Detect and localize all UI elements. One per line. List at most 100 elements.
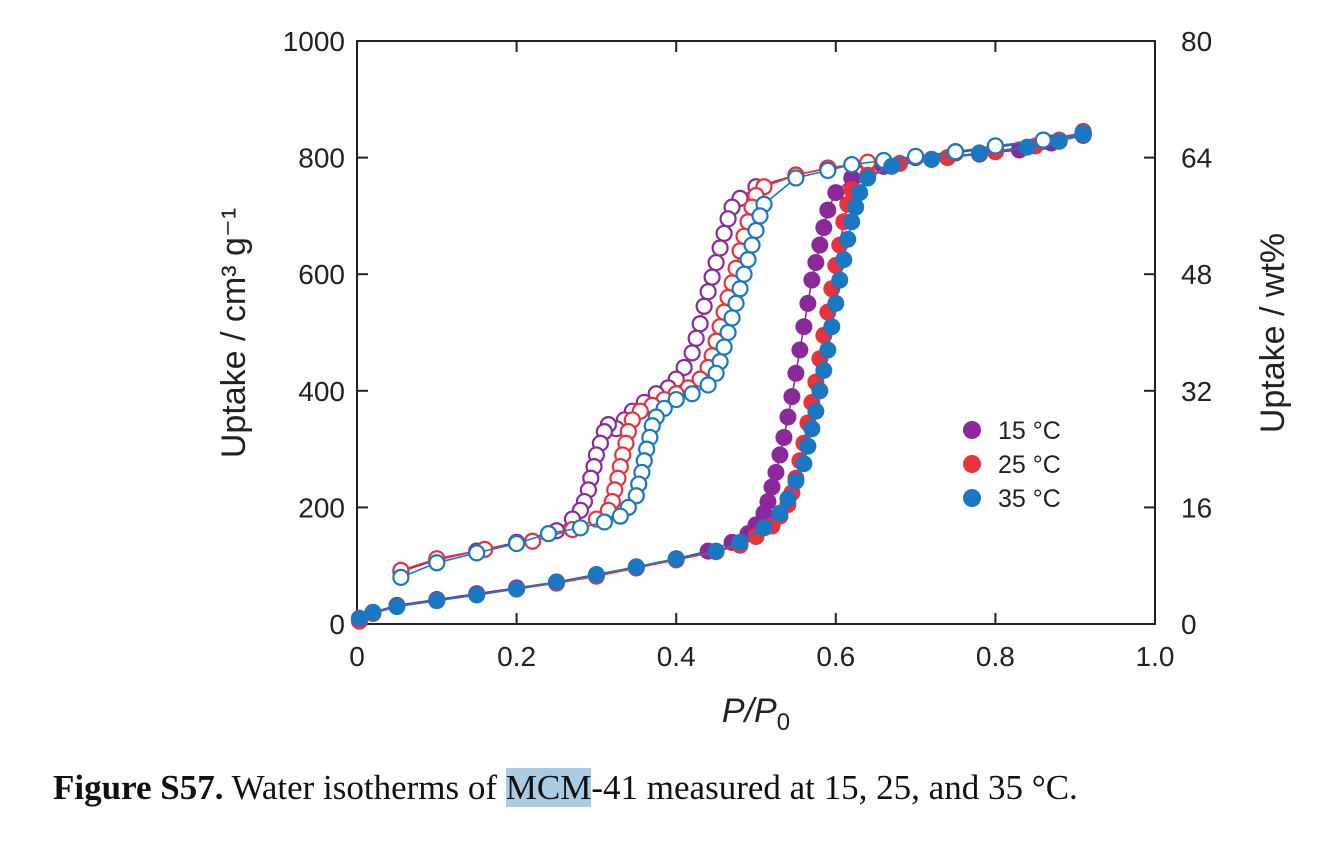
desorption-point — [747, 221, 765, 240]
x-tick-label: 0.8 — [976, 641, 1015, 672]
x-tick-label: 1.0 — [1136, 641, 1175, 672]
adsorption-point — [791, 341, 809, 359]
y-tick-label: 400 — [298, 376, 345, 407]
desorption-point — [843, 155, 861, 174]
adsorption-point — [827, 184, 845, 202]
y2-axis-title: Uptake / wt% — [1254, 233, 1292, 433]
desorption-point — [428, 554, 446, 572]
desorption-point — [571, 519, 590, 537]
caption-highlight: MCM — [505, 768, 592, 807]
legend: 15 °C 25 °C 35 °C — [963, 417, 1061, 513]
legend-label-35c: 35 °C — [998, 485, 1061, 513]
desorption-point — [735, 265, 753, 283]
y-tick-label: 200 — [298, 492, 345, 523]
desorption-point — [699, 376, 717, 394]
desorption-point — [468, 544, 486, 562]
adsorption-point — [771, 446, 789, 464]
desorption-point — [683, 385, 701, 403]
adsorption-point — [835, 251, 853, 269]
desorption-point — [715, 338, 733, 356]
adsorption-point — [755, 519, 773, 537]
adsorption-point — [468, 586, 486, 604]
y-tick-label: 600 — [298, 259, 345, 290]
adsorption-point — [627, 558, 645, 576]
y2-tick-label: 64 — [1181, 143, 1212, 174]
series-2 — [350, 124, 1092, 627]
adsorption-point — [807, 402, 825, 420]
adsorption-point — [771, 504, 789, 522]
desorption-point — [946, 143, 965, 161]
desorption-point — [739, 251, 757, 269]
adsorption-point — [775, 428, 793, 446]
desorption-point — [707, 253, 725, 272]
tick-labels: 0 0.2 0.4 0.6 0.8 1.0020040060080010000163248… — [283, 26, 1212, 672]
adsorption-point — [827, 294, 845, 312]
x-tick-label: 0.2 — [497, 641, 536, 672]
adsorption-point — [767, 463, 785, 481]
desorption-point — [687, 329, 705, 347]
adsorption-point — [923, 150, 941, 168]
adsorption-point — [587, 565, 605, 583]
legend-label-15c: 15 °C — [998, 417, 1061, 445]
desorption-point — [627, 487, 645, 505]
y-tick-label: 1000 — [283, 26, 345, 57]
adsorption-point — [779, 408, 797, 426]
desorption-point — [731, 280, 749, 298]
desorption-point — [703, 268, 721, 286]
desorption-point — [906, 147, 925, 166]
y2-tick-label: 16 — [1181, 492, 1212, 523]
adsorption-point — [667, 550, 685, 568]
x-axis-title: P/P0 — [722, 692, 790, 736]
adsorption-point — [783, 388, 801, 406]
legend-marker-15c — [963, 421, 981, 439]
adsorption-point — [883, 157, 901, 175]
adsorption-point — [795, 455, 813, 473]
adsorption-point — [823, 318, 841, 336]
desorption-point — [986, 137, 1005, 155]
legend-marker-25c — [963, 455, 981, 473]
adsorption-point — [799, 437, 817, 455]
desorption-point — [683, 344, 701, 362]
desorption-point — [727, 294, 745, 312]
y-tick-label: 0 — [329, 609, 345, 640]
desorption-point — [787, 169, 805, 187]
adsorption-point — [787, 472, 805, 490]
adsorption-point — [799, 294, 817, 312]
desorption-point — [691, 315, 709, 333]
legend-label-25c: 25 °C — [998, 451, 1061, 479]
adsorption-point — [815, 361, 833, 379]
desorption-point — [539, 525, 558, 543]
isotherm-chart: 0 0.2 0.4 0.6 0.8 1.0020040060080010000163248… — [215, 26, 1292, 736]
adsorption-point — [843, 169, 861, 187]
legend-marker-35c — [963, 489, 981, 507]
caption-text-before: Water isotherms of — [223, 768, 506, 807]
caption-label: Figure S57. — [53, 768, 224, 807]
adsorption-point — [388, 598, 406, 616]
adsorption-point — [811, 382, 829, 400]
adsorption-point — [831, 271, 849, 289]
adsorption-point — [787, 364, 805, 382]
adsorption-point — [508, 580, 526, 598]
y2-tick-label: 0 — [1181, 609, 1197, 640]
desorption-point — [715, 224, 733, 242]
y-axis-title: Uptake / cm³ g⁻¹ — [215, 208, 253, 458]
desorption-point — [611, 507, 629, 525]
adsorption-point — [795, 318, 813, 336]
series-layer — [350, 122, 1092, 630]
desorption-point — [595, 513, 613, 531]
adsorption-point — [1074, 125, 1092, 143]
desorption-point — [707, 364, 725, 382]
desorption-point — [723, 309, 741, 327]
desorption-point — [699, 283, 717, 301]
adsorption-point — [811, 236, 829, 254]
x-axis-title-subscript: 0 — [777, 709, 790, 736]
desorption-point — [675, 358, 693, 377]
desorption-point — [819, 161, 837, 180]
adsorption-point — [819, 341, 837, 359]
adsorption-point — [803, 420, 821, 438]
desorption-point — [719, 323, 737, 342]
desorption-point — [719, 210, 737, 228]
adsorption-point — [839, 230, 857, 248]
y2-tick-label: 32 — [1181, 376, 1212, 407]
plot-frame — [356, 40, 1156, 625]
